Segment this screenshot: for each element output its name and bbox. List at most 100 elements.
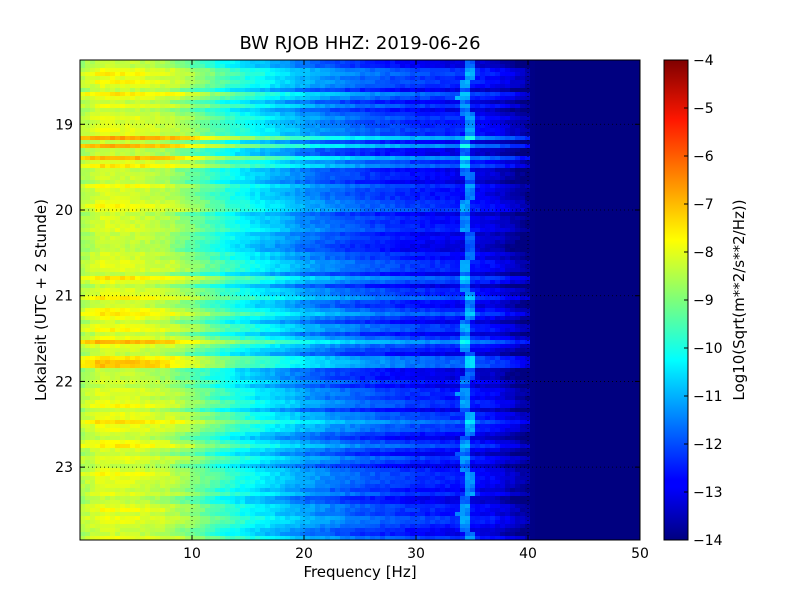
heatmap-cell [240,228,246,233]
heatmap-cell [215,216,221,221]
heatmap-cell [535,92,541,97]
heatmap-cell [245,184,251,189]
heatmap-cell [420,232,426,237]
heatmap-cell [175,60,181,65]
heatmap-cell [190,136,196,141]
heatmap-cell [430,92,436,97]
heatmap-cell [595,212,601,217]
heatmap-cell [330,100,336,105]
heatmap-cell [365,176,371,181]
heatmap-cell [395,100,401,105]
heatmap-cell [180,88,186,93]
heatmap-cell [495,200,501,205]
heatmap-cell [115,92,121,97]
heatmap-cell [635,220,640,225]
heatmap-cell [350,236,356,241]
heatmap-cell [625,72,631,77]
heatmap-cell [400,208,406,213]
heatmap-cell [125,144,131,149]
heatmap-cell [560,216,566,221]
heatmap-cell [150,64,156,69]
heatmap-cell [520,152,526,157]
heatmap-cell [185,60,191,65]
heatmap-cell [225,188,231,193]
heatmap-cell [455,136,461,141]
heatmap-cell [505,128,511,133]
heatmap-cell [230,236,236,241]
heatmap-cell [155,212,161,217]
heatmap-cell [380,172,386,177]
heatmap-cell [135,100,141,105]
heatmap-cell [460,192,466,197]
heatmap-cell [230,212,236,217]
heatmap-cell [180,236,186,241]
heatmap-cell [535,180,541,185]
heatmap-cell [310,128,316,133]
heatmap-cell [220,136,226,141]
heatmap-cell [505,92,511,97]
heatmap-cell [160,168,166,173]
heatmap-cell [195,92,201,97]
heatmap-cell [165,132,171,137]
heatmap-cell [425,220,431,225]
heatmap-cell [130,120,136,125]
heatmap-cell [525,176,531,181]
heatmap-cell [595,68,601,73]
heatmap-cell [145,180,151,185]
heatmap-cell [475,212,481,217]
heatmap-cell [635,136,640,141]
heatmap-cell [560,168,566,173]
heatmap-cell [275,148,281,153]
heatmap-cell [250,156,256,161]
heatmap-cell [385,160,391,165]
heatmap-cell [415,212,421,217]
heatmap-cell [260,124,266,129]
heatmap-cell [450,64,456,69]
heatmap-cell [250,164,256,169]
heatmap-cell [300,128,306,133]
heatmap-cell [330,224,336,229]
heatmap-cell [380,100,386,105]
heatmap-cell [250,228,256,233]
heatmap-cell [100,84,106,89]
heatmap-cell [320,148,326,153]
heatmap-cell [430,112,436,117]
heatmap-cell [95,92,101,97]
heatmap-cell [180,80,186,85]
heatmap-cell [245,168,251,173]
heatmap-cell [545,224,551,229]
heatmap-cell [555,128,561,133]
heatmap-cell [500,180,506,185]
heatmap-cell [590,104,596,109]
heatmap-cell [135,176,141,181]
heatmap-cell [395,88,401,93]
heatmap-cell [475,148,481,153]
heatmap-cell [95,192,101,197]
heatmap-cell [225,148,231,153]
heatmap-cell [215,228,221,233]
heatmap-cell [305,120,311,125]
heatmap-cell [495,120,501,125]
heatmap-cell [545,128,551,133]
heatmap-cell [540,180,546,185]
heatmap-cell [540,220,546,225]
heatmap-cell [565,92,571,97]
heatmap-cell [425,136,431,141]
heatmap-cell [560,120,566,125]
heatmap-cell [160,220,166,225]
heatmap-cell [610,116,616,121]
heatmap-cell [325,160,331,165]
heatmap-cell [635,68,640,73]
heatmap-cell [455,180,461,185]
heatmap-cell [455,172,461,177]
heatmap-cell [600,88,606,93]
heatmap-cell [345,100,351,105]
heatmap-cell [610,220,616,225]
heatmap-cell [635,172,640,177]
heatmap-cell [360,128,366,133]
heatmap-cell [450,156,456,161]
heatmap-cell [585,224,591,229]
heatmap-cell [400,188,406,193]
heatmap-cell [150,224,156,229]
heatmap-cell [335,108,341,113]
